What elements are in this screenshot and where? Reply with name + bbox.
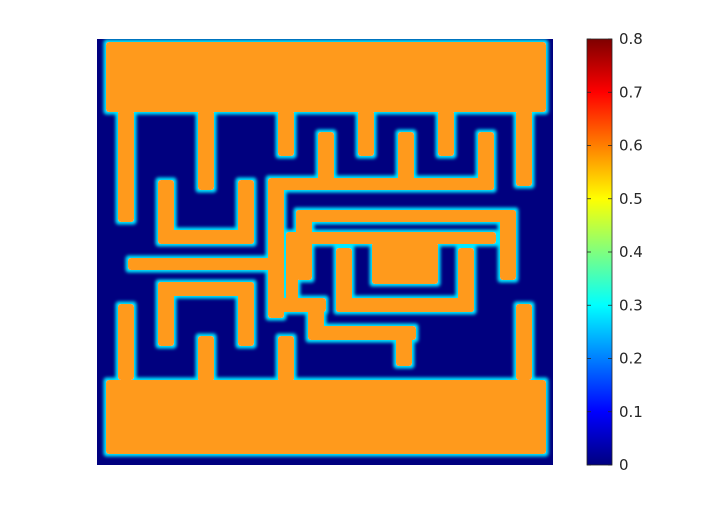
heatmap-region: [336, 298, 474, 312]
heatmap-region: [278, 110, 294, 156]
colorbar-tick-label: 0.7: [619, 83, 643, 101]
heatmap-region: [438, 110, 454, 156]
colorbar-tick-label: 0: [619, 456, 629, 474]
heatmap-region: [286, 232, 496, 244]
heatmap-region: [158, 282, 174, 346]
colorbar-tick-label: 0.6: [619, 137, 643, 155]
heatmap-region: [128, 258, 274, 270]
colorbar-gradient: [586, 38, 613, 466]
heatmap-structure: [106, 42, 546, 454]
colorbar-tick-label: 0.3: [619, 296, 643, 314]
heatmap-region: [158, 230, 254, 244]
colorbar: 0 0.1 0.2 0.3 0.4 0.5 0.6 0.7 0.8: [586, 30, 643, 474]
colorbar-tick-label: 0.2: [619, 350, 643, 368]
heatmap-region: [238, 180, 254, 244]
heatmap-region: [396, 326, 412, 366]
heatmap-region: [158, 282, 254, 296]
heatmap-region: [296, 210, 516, 222]
heatmap-region: [398, 132, 414, 182]
heatmap: [97, 39, 553, 465]
heatmap-region: [270, 178, 494, 190]
heatmap-region: [118, 304, 134, 380]
heatmap-region: [372, 256, 406, 278]
heatmap-region: [296, 210, 312, 280]
heatmap-region: [458, 248, 474, 312]
heatmap-region: [308, 326, 416, 340]
heatmap-region: [500, 210, 516, 280]
colorbar-tick-label: 0.4: [619, 243, 643, 261]
heatmap-region: [106, 42, 546, 112]
colorbar-tick-label: 0.1: [619, 403, 643, 421]
heatmap-region: [278, 336, 294, 382]
heatmap-region: [516, 110, 532, 186]
heatmap-region: [158, 180, 174, 242]
heatmap-region: [198, 110, 214, 190]
colorbar-tick-label: 0.8: [619, 30, 643, 48]
heatmap-region: [198, 336, 214, 382]
heatmap-region: [318, 132, 334, 182]
heatmap-region: [478, 132, 494, 190]
colorbar-ticks: 0 0.1 0.2 0.3 0.4 0.5 0.6 0.7 0.8: [587, 30, 643, 474]
heatmap-region: [268, 178, 284, 318]
heatmap-region: [118, 110, 134, 222]
heatmap-region: [286, 232, 298, 308]
heatmap-region: [238, 282, 254, 346]
heatmap-region: [516, 304, 532, 380]
heatmap-region: [358, 110, 374, 156]
colorbar-tick-label: 0.5: [619, 190, 643, 208]
heatmap-region: [106, 380, 546, 454]
heatmap-region: [336, 248, 352, 312]
